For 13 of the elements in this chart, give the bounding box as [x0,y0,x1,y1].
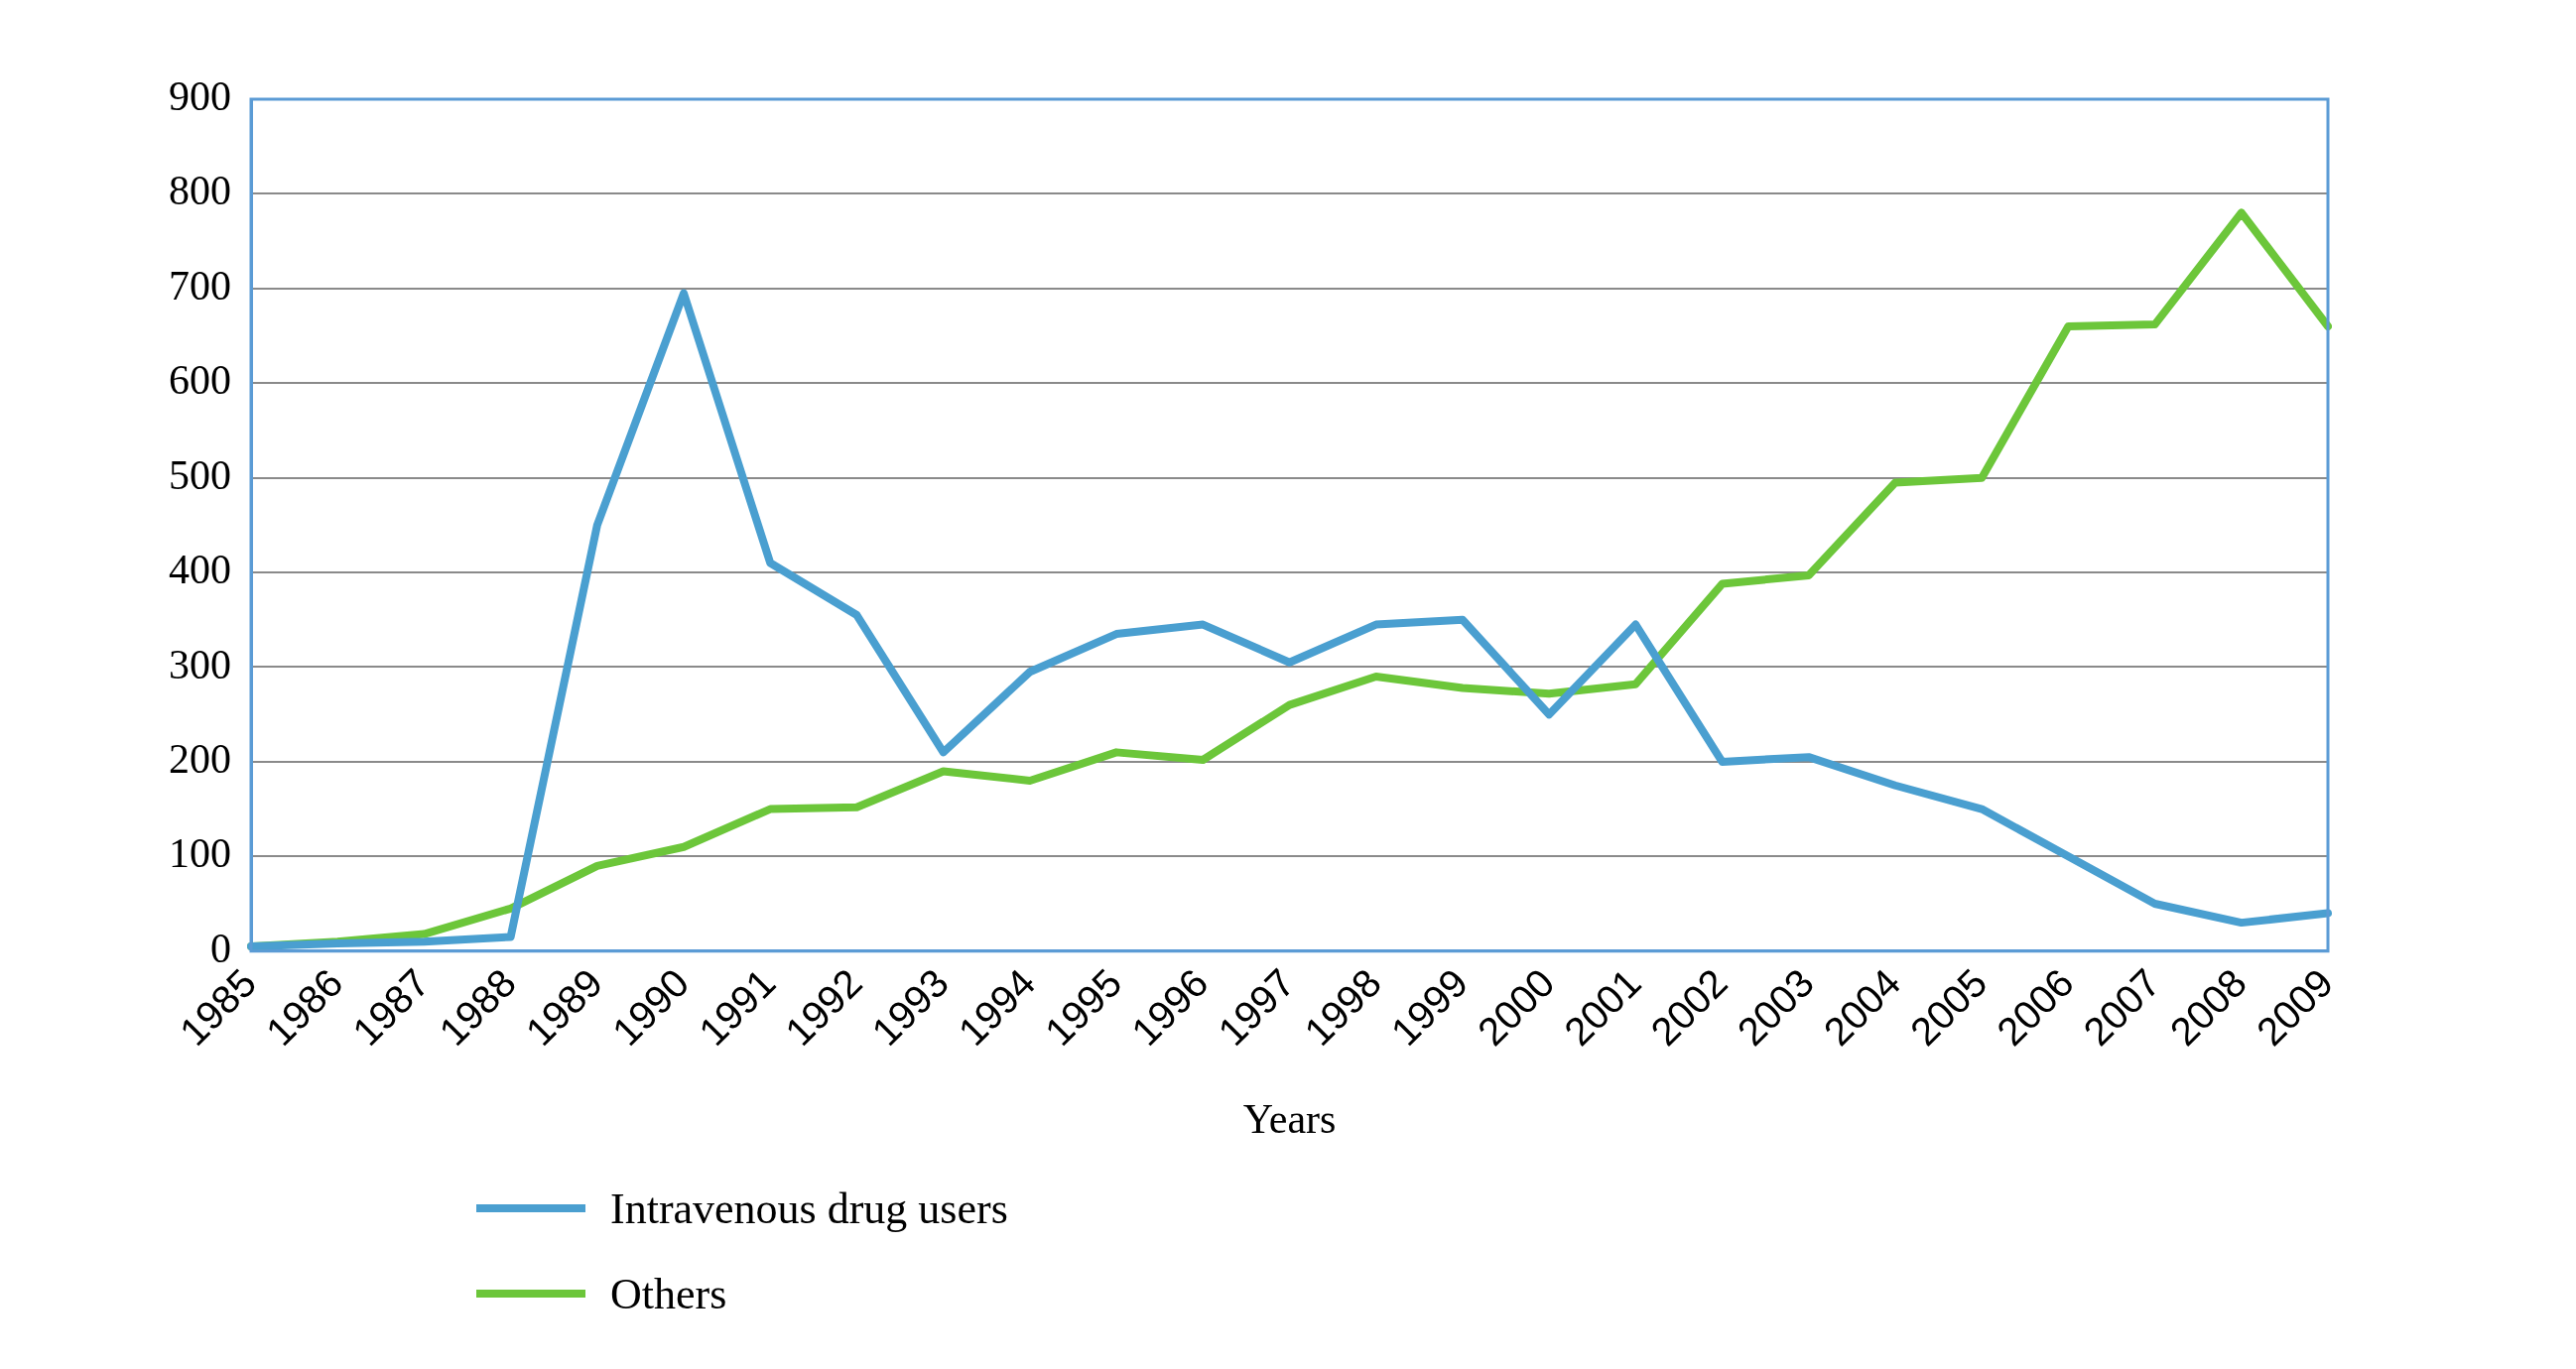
y-tick-label: 200 [169,735,231,782]
y-tick-label: 500 [169,451,231,498]
legend-label: Intravenous drug users [610,1182,1008,1234]
y-tick-label: 600 [169,357,231,404]
y-tick-label: 900 [169,73,231,120]
y-tick-label: 400 [169,547,231,593]
y-tick-label: 0 [210,925,231,971]
y-tick-label: 100 [169,830,231,877]
legend-label: Others [610,1268,727,1319]
x-axis-title: Years [1242,1095,1337,1142]
y-tick-label: 700 [169,262,231,309]
y-tick-label: 300 [169,641,231,687]
y-tick-label: 800 [169,168,231,214]
